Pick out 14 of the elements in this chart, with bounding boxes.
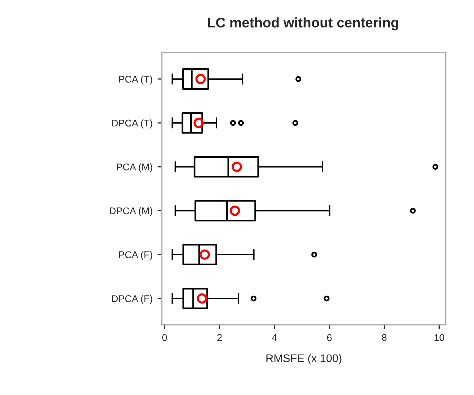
y-tick-label: DPCA (T): [112, 120, 152, 129]
x-tick-label: 10: [434, 334, 444, 342]
x-tick-label: 0: [162, 334, 168, 342]
x-tick-label: 2: [218, 334, 222, 342]
x-axis-title: RMSFE (x 100): [266, 354, 342, 365]
x-tick-label: 6: [327, 334, 332, 342]
chart-title: LC method without centering: [208, 18, 398, 31]
y-tick-label: DPCA (M): [110, 207, 152, 216]
y-tick-label: PCA (T): [119, 76, 152, 85]
y-tick-label: PCA (F): [119, 251, 152, 260]
y-tick-label: DPCA (F): [112, 295, 152, 304]
x-tick-label: 4: [272, 334, 278, 342]
x-tick-label: 8: [382, 334, 387, 342]
y-tick-label: PCA (M): [117, 164, 152, 173]
